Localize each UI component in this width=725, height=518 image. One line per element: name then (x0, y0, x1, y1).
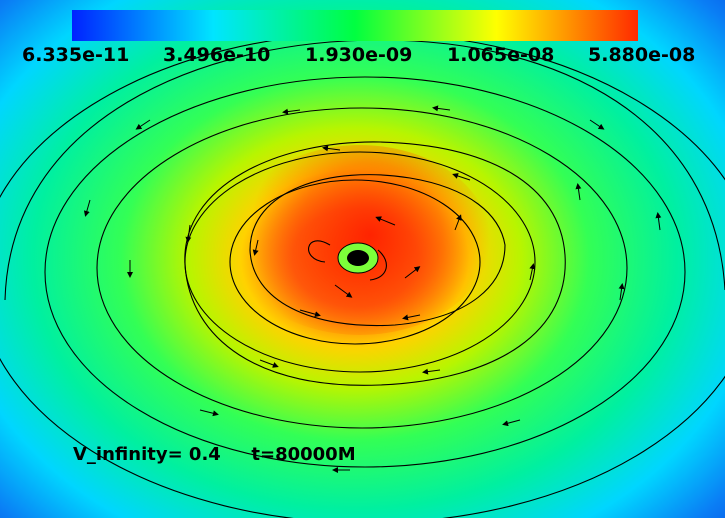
simulation-caption: V_infinity= 0.4 t=80000M (73, 444, 356, 465)
time-label: t=80000M (251, 444, 356, 465)
hot-region (230, 145, 490, 335)
colorbar-tick-4: 1.065e-08 (447, 44, 555, 66)
colorbar-tick-1: 6.335e-11 (22, 44, 130, 66)
colorbar-tick-3: 1.930e-09 (305, 44, 413, 66)
colorbar (72, 10, 638, 41)
colorbar-tick-5: 5.880e-08 (588, 44, 696, 66)
central-object (308, 240, 387, 281)
velocity-label: V_infinity= 0.4 (73, 444, 221, 465)
velocity-arrows (83, 105, 662, 473)
colorbar-tick-2: 3.496e-10 (163, 44, 271, 66)
